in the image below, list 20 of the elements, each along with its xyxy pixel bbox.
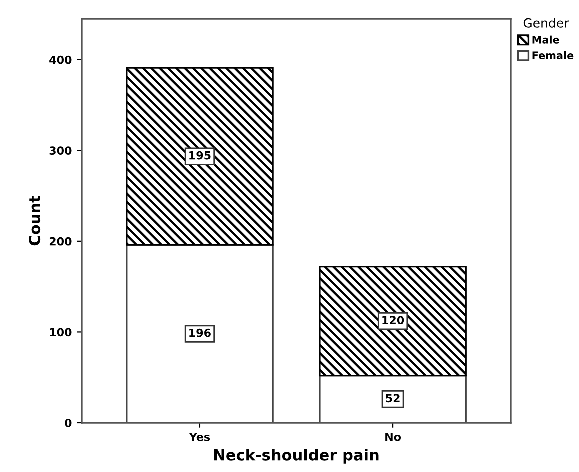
bar bbox=[126, 67, 274, 246]
x-tick-label: No bbox=[386, 433, 402, 442]
y-tick-label: 0 bbox=[65, 418, 72, 428]
data-label: 52 bbox=[386, 394, 400, 403]
legend-label: Male bbox=[532, 36, 560, 44]
y-tick-label: 400 bbox=[50, 56, 72, 64]
y-axis-title: Count bbox=[29, 196, 41, 246]
y-tick-label: 100 bbox=[50, 328, 72, 337]
data-label: 195 bbox=[190, 151, 211, 160]
x-axis-title: Neck-shoulder pain bbox=[214, 449, 379, 464]
x-tick-label: Yes bbox=[189, 433, 210, 442]
bar bbox=[319, 266, 467, 377]
bar bbox=[126, 244, 274, 423]
data-label: 196 bbox=[190, 328, 211, 338]
data-label: 120 bbox=[382, 316, 404, 325]
bar bbox=[319, 374, 467, 423]
legend-label: Female bbox=[532, 51, 574, 60]
legend-title: Gender bbox=[524, 18, 570, 28]
y-tick-label: 200 bbox=[50, 237, 72, 246]
y-tick-label: 300 bbox=[50, 146, 72, 156]
